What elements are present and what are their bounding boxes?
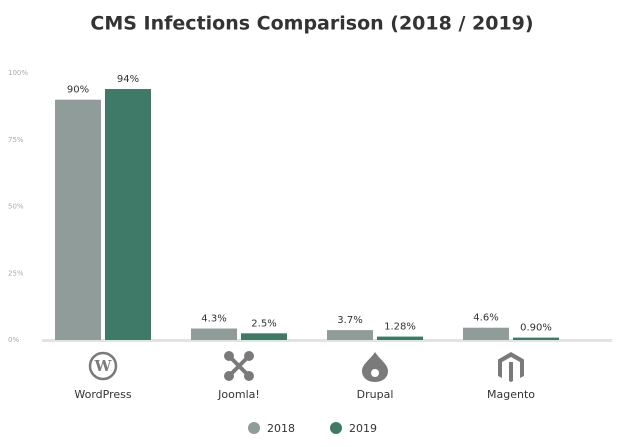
legend-swatch — [330, 422, 342, 434]
value-label: 94% — [117, 74, 139, 85]
value-label: 90% — [67, 85, 89, 96]
category-icons: W — [88, 351, 524, 382]
bar — [191, 328, 237, 340]
drupal-icon — [362, 352, 388, 382]
value-label: 3.7% — [337, 315, 362, 326]
legend-label: 2018 — [267, 422, 295, 435]
joomla-icon — [224, 351, 254, 381]
value-label: 4.3% — [201, 314, 226, 325]
bar — [105, 89, 151, 341]
chart-title: CMS Infections Comparison (2018 / 2019) — [90, 13, 533, 35]
bar — [241, 333, 287, 340]
legend-swatch — [248, 422, 260, 434]
wordpress-icon: W — [88, 351, 118, 381]
x-tick-label: Drupal — [357, 388, 394, 401]
legend-label: 2019 — [349, 422, 377, 435]
bar — [55, 99, 101, 340]
y-tick-label: 25% — [8, 269, 24, 277]
bar — [377, 336, 423, 340]
y-tick-label: 100% — [8, 69, 28, 77]
x-tick-label: Joomla! — [217, 388, 260, 401]
y-tick-label: 50% — [8, 203, 24, 211]
x-tick-label: WordPress — [74, 388, 131, 401]
svg-text:W: W — [94, 357, 113, 375]
bar — [327, 330, 373, 340]
value-label: 0.90% — [520, 323, 552, 334]
x-tick-label: Magento — [487, 388, 535, 401]
bar — [513, 337, 559, 340]
value-label: 2.5% — [251, 318, 276, 329]
value-label: 4.6% — [473, 313, 498, 324]
magento-icon — [498, 352, 524, 382]
y-tick-label: 0% — [8, 336, 19, 344]
y-tick-label: 75% — [8, 136, 24, 144]
bar — [463, 327, 509, 340]
value-label: 1.28% — [384, 322, 416, 333]
